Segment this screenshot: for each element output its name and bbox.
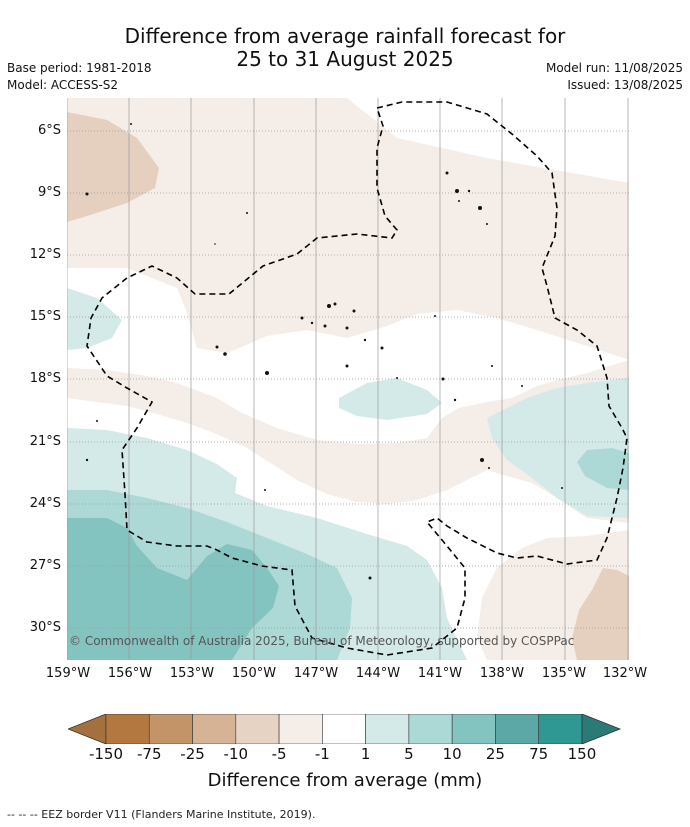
colorbar-min-arrow [68,714,107,744]
lon-label: 150°W [231,666,277,681]
lat-label: 21°S [29,434,61,449]
wet-light-region-east [487,378,629,518]
colorbar-max-arrow [581,714,622,744]
dry-light-region-north [67,98,629,360]
colorbar-cell [408,714,453,744]
map-gridlines [67,98,629,660]
model-text: Model: ACCESS-S2 [7,78,119,92]
model-run-text: Model run: 11/08/2025 [545,61,683,75]
issued-text: Issued: 13/08/2025 [567,78,683,92]
map-title-line-2: 25 to 31 August 2025 [236,47,454,71]
colorbar-tick-label: 5 [404,745,414,763]
lat-label: 9°S [37,185,61,200]
colorbar-tick-label: -25 [180,745,205,763]
wet-light-region-central [339,378,442,420]
lat-label: 18°S [29,371,61,386]
colorbar-cell [495,714,539,744]
wet-mid-region-east [577,448,629,490]
colorbar-tick-label: -10 [223,745,249,763]
lat-label: 30°S [29,620,61,635]
lon-label: 147°W [293,666,339,681]
dry-mid-region-southeast [572,568,629,660]
wet-light-region-west [67,288,122,350]
lat-label: 15°S [29,309,61,324]
eez-border [86,101,628,656]
lat-label: 12°S [29,247,61,262]
rainfall-anomaly-map [67,98,629,660]
colorbar-cell [322,714,366,744]
lat-label: 24°S [29,496,61,511]
lon-label: 144°W [355,666,401,681]
lon-label: 156°W [107,666,153,681]
colorbar-tick-label: -5 [271,745,287,763]
colorbar-cell [538,714,583,744]
islands [85,123,563,580]
colorbar-tick-label: 150 [567,745,597,763]
lon-label: 153°W [169,666,215,681]
colorbar-cell [365,714,410,744]
lat-label: 6°S [37,123,61,138]
colorbar-cell [192,714,237,744]
meta-right: Model run: 11/08/2025 Issued: 13/08/2025 [546,60,683,94]
dry-light-band-central [67,360,629,523]
colorbar-cell [451,714,496,744]
dry-mid-region-northwest [67,112,159,222]
colorbar-cell [278,714,323,744]
colorbar-cell [148,714,193,744]
colorbar-tick-label: 75 [529,745,549,763]
lon-label: 132°W [602,666,648,681]
colorbar-tick-label: 10 [442,745,462,763]
map-title-line-1: Difference from average rainfall forecas… [124,24,566,48]
colorbar-tick-label: -1 [314,745,330,763]
colorbar-tick-label: 25 [485,745,505,763]
lon-label: 159°W [45,666,91,681]
lon-label: 135°W [541,666,587,681]
colorbar-cell [235,714,280,744]
base-period-text: Base period: 1981-2018 [7,61,152,75]
colorbar [68,714,622,744]
colorbar-tick-label: -150 [88,745,124,763]
eez-border-footnote: -- -- -- EEZ border V11 (Flanders Marine… [7,808,316,821]
lon-label: 138°W [479,666,525,681]
colorbar-title: Difference from average (mm) [207,770,483,791]
colorbar-tick-label: 1 [360,745,371,763]
lat-label: 27°S [29,558,61,573]
lon-label: 141°W [417,666,463,681]
meta-left: Base period: 1981-2018 Model: ACCESS-S2 [7,60,152,94]
colorbar-cell [105,714,150,744]
colorbar-tick-label: -75 [137,745,162,763]
wet-strong-region-southwest [67,518,279,660]
copyright-text: © Commonwealth of Australia 2025, Bureau… [69,634,575,648]
